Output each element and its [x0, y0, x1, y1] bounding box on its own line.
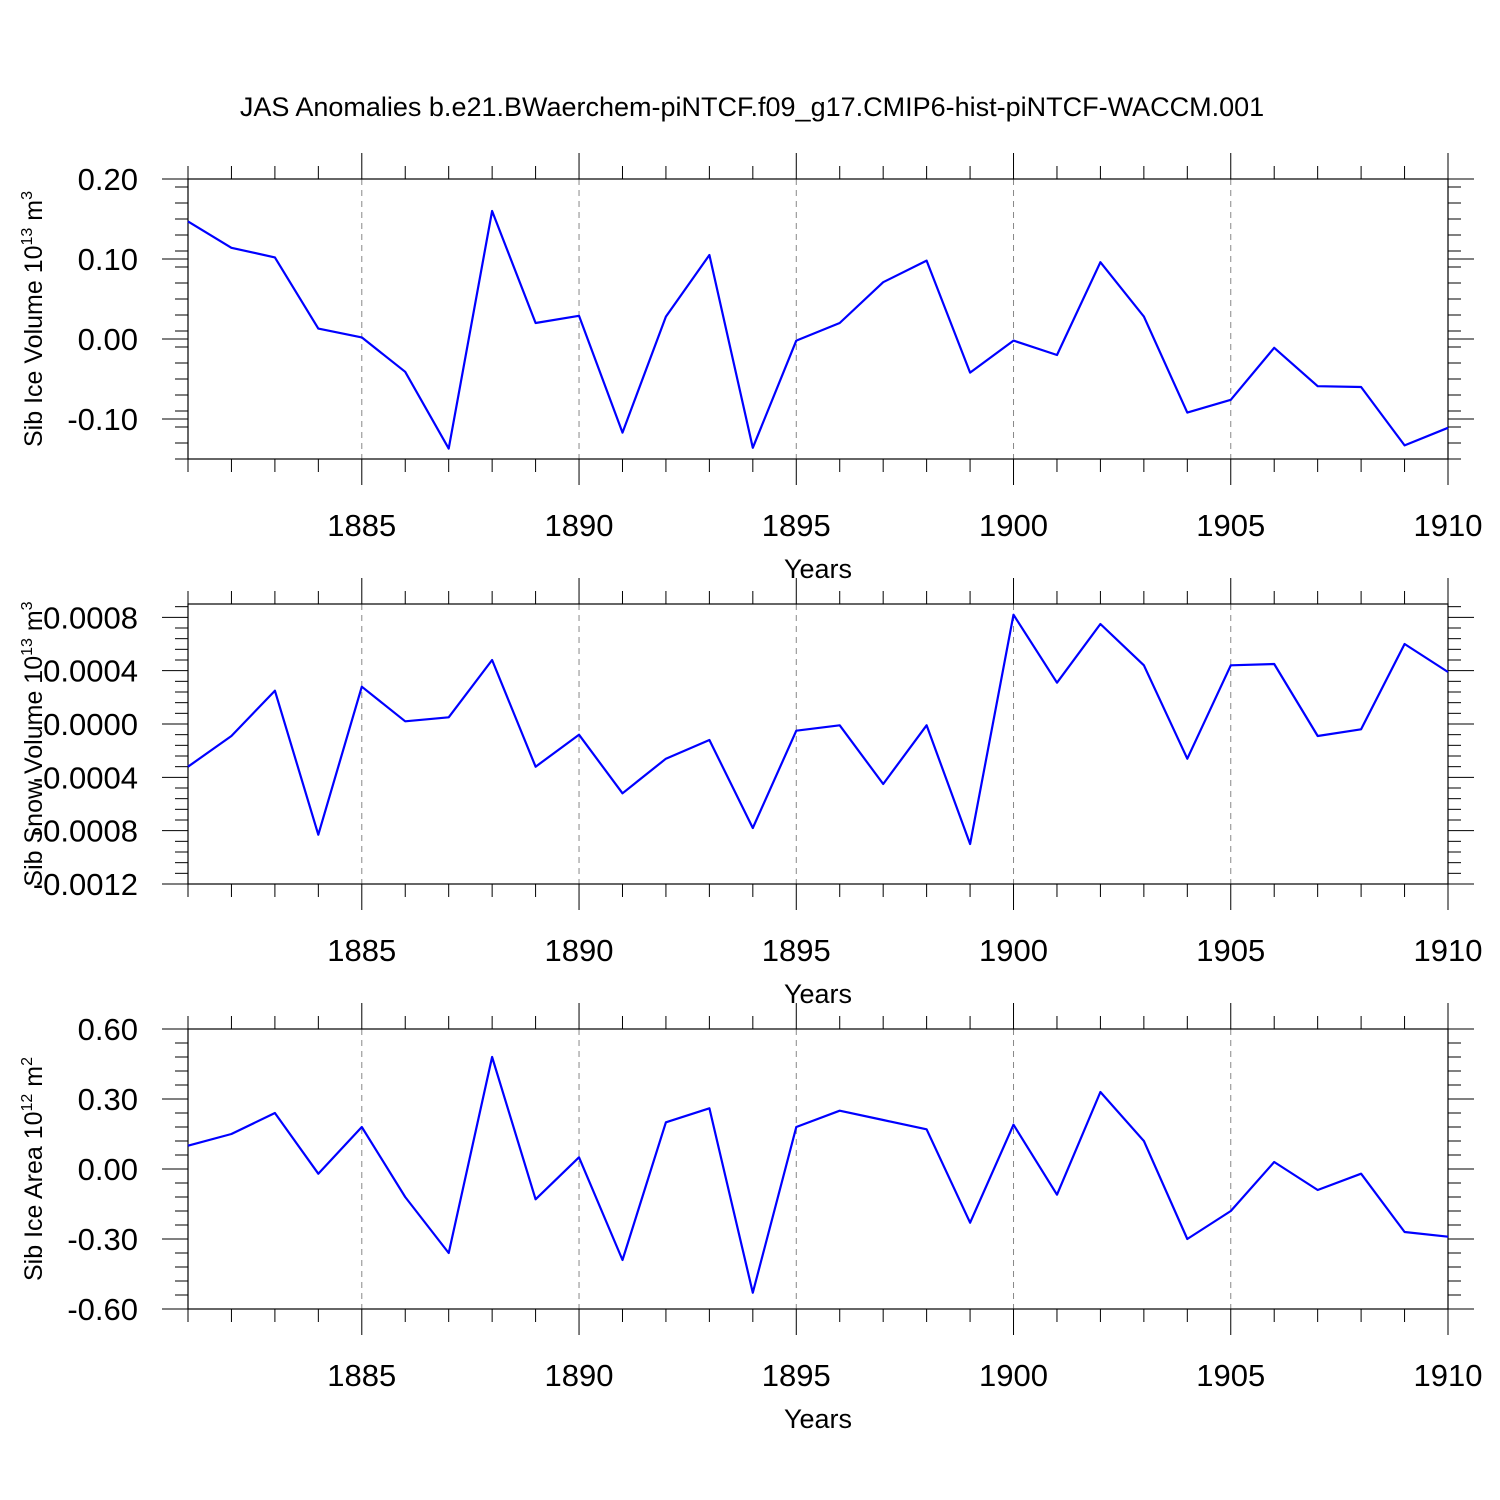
x-tick-label: 1910	[1414, 933, 1483, 968]
x-axis-label: Years	[784, 554, 852, 584]
plot-frame	[187, 1028, 1449, 1310]
y-axis-label-part: Sib Ice Volume 10	[20, 245, 48, 447]
x-tick-label: 1895	[762, 508, 831, 543]
x-tick-label: 1885	[327, 508, 396, 543]
y-axis-label-superscript: 3	[19, 601, 36, 610]
y-axis-label-part: Sib Snow Volume 10	[20, 656, 48, 887]
y-tick-label: 0.0008	[43, 600, 138, 635]
y-axis-label: Sib Ice Volume 1013 m3	[19, 191, 48, 447]
plot-frame	[187, 603, 1449, 885]
y-axis-label-part: m	[20, 200, 48, 228]
y-tick-label: 0.10	[78, 242, 138, 277]
x-tick-label: 1890	[545, 508, 614, 543]
chart-title: JAS Anomalies b.e21.BWaerchem-piNTCF.f09…	[240, 92, 1264, 122]
series-line	[187, 613, 1449, 846]
series-line	[187, 1055, 1449, 1294]
x-tick-label: 1905	[1196, 933, 1265, 968]
y-tick-label: 0.0004	[43, 654, 138, 689]
panel-1: 1885 1890 1895 1900 1905 1910 Years 0.20 0.10 0.0…	[19, 153, 1482, 584]
x-tick-label: 1900	[979, 508, 1048, 543]
panel-3: 1885 1890 1895 1900 1905 1910 Years 0.60 0.30 0.0…	[19, 1003, 1482, 1434]
x-axis-label: Years	[784, 1404, 852, 1434]
y-tick-label: 0.60	[78, 1012, 138, 1047]
y-tick-label: -0.0004	[33, 760, 138, 795]
x-tick-label: 1905	[1196, 508, 1265, 543]
y-axis-label-superscript: 2	[19, 1057, 36, 1066]
y-tick-label: 0.00	[78, 1152, 138, 1187]
y-axis-label-superscript: 13	[19, 228, 36, 246]
x-tick-label: 1890	[545, 1358, 614, 1393]
y-tick-label: -0.60	[67, 1292, 138, 1327]
x-tick-label: 1885	[327, 933, 396, 968]
x-tick-label: 1910	[1414, 1358, 1483, 1393]
y-axis-label-part: Sib Ice Area 10	[20, 1111, 48, 1281]
y-tick-label: 0.0000	[43, 707, 138, 742]
y-axis-label-superscript: 3	[19, 191, 36, 200]
y-axis-label-superscript: 13	[19, 638, 36, 656]
x-tick-label: 1890	[545, 933, 614, 968]
x-axis-label: Years	[784, 979, 852, 1009]
y-axis-label-part: m	[20, 1066, 48, 1094]
y-tick-label: -0.0008	[33, 814, 138, 849]
y-tick-label: 0.20	[78, 162, 138, 197]
y-tick-label: 0.00	[78, 322, 138, 357]
plot-frame	[187, 178, 1449, 460]
y-tick-label: -0.0012	[33, 867, 138, 902]
y-axis-label-part: m	[20, 610, 48, 638]
x-tick-label: 1900	[979, 933, 1048, 968]
y-tick-label: -0.10	[67, 402, 138, 437]
y-axis-label: Sib Ice Area 1012 m2	[19, 1057, 48, 1281]
x-tick-label: 1910	[1414, 508, 1483, 543]
panel-2: 1885 1890 1895 1900 1905 1910 Years 0.0008 0.000…	[19, 578, 1482, 1009]
y-axis-label-superscript: 12	[19, 1094, 36, 1112]
y-tick-label: 0.30	[78, 1082, 138, 1117]
x-tick-label: 1905	[1196, 1358, 1265, 1393]
y-axis-label: Sib Snow Volume 1013 m3	[19, 601, 48, 886]
x-tick-label: 1895	[762, 933, 831, 968]
x-tick-label: 1900	[979, 1358, 1048, 1393]
series-line	[187, 209, 1449, 450]
x-tick-label: 1895	[762, 1358, 831, 1393]
y-tick-label: -0.30	[67, 1222, 138, 1257]
x-tick-label: 1885	[327, 1358, 396, 1393]
